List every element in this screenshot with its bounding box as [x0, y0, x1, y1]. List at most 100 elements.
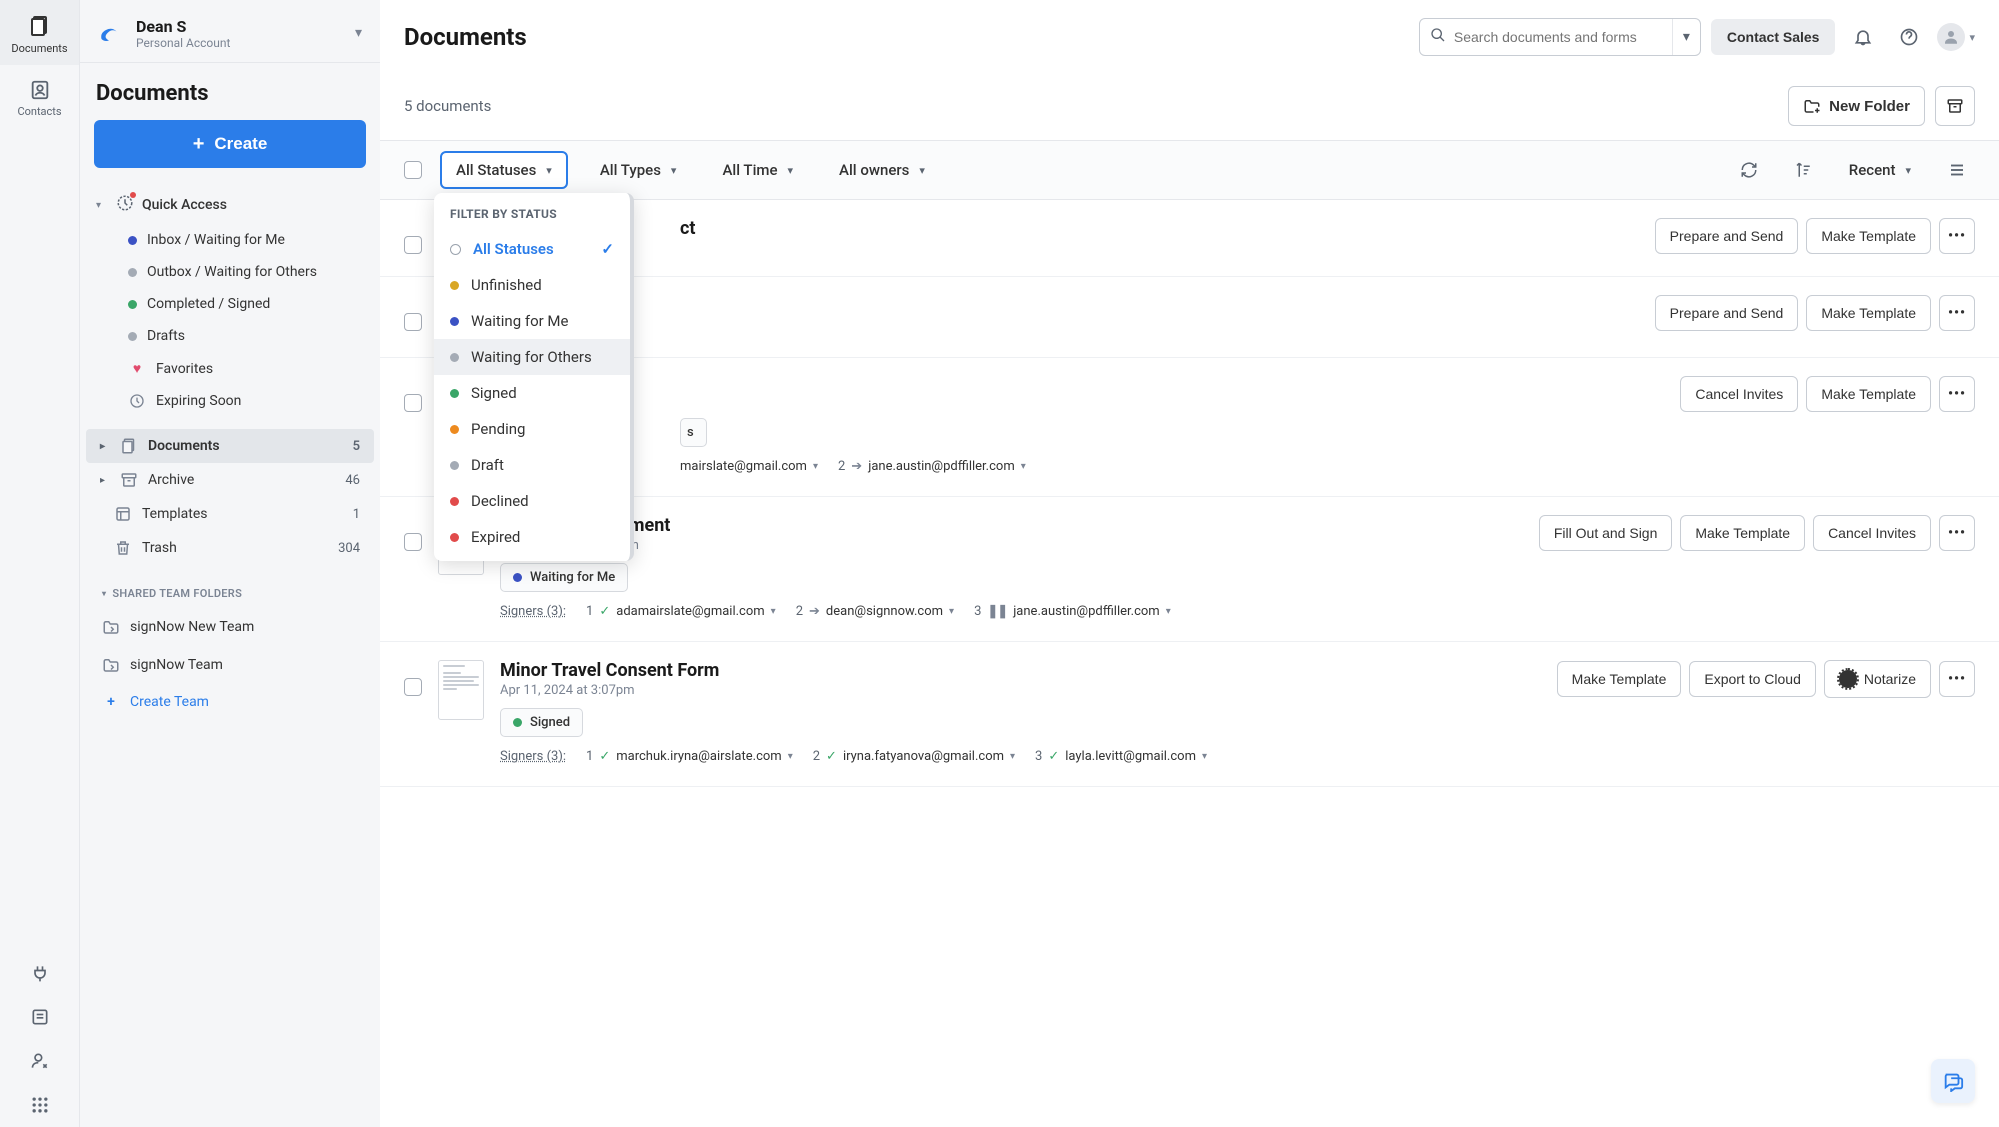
sidebar-item-completed[interactable]: Completed / Signed — [86, 288, 374, 320]
team-folder-1[interactable]: signNow New Team — [80, 608, 380, 646]
signer-item[interactable]: 2✓iryna.fatyanova@gmail.com▾ — [813, 749, 1015, 764]
document-title[interactable]: Minor Travel Consent Form — [500, 660, 1557, 681]
make-template-button[interactable]: Make Template — [1680, 515, 1805, 551]
archive-button[interactable] — [1935, 86, 1975, 126]
status-dot-icon — [450, 317, 459, 326]
tab-contacts[interactable]: Contacts — [0, 65, 79, 128]
sidebar-folder-templates[interactable]: Templates 1 — [86, 497, 374, 531]
filter-types[interactable]: All Types▾ — [586, 153, 691, 187]
status-dot-icon — [128, 236, 137, 245]
account-switcher[interactable]: Dean S Personal Account ▾ — [80, 0, 380, 63]
fill-sign-button[interactable]: Fill Out and Sign — [1539, 515, 1673, 551]
more-actions-button[interactable]: ••• — [1939, 376, 1975, 412]
make-template-button[interactable]: Make Template — [1806, 295, 1931, 331]
new-folder-button[interactable]: New Folder — [1788, 86, 1925, 126]
sort-dropdown[interactable]: Recent▾ — [1839, 153, 1921, 187]
dropdown-item-expired[interactable]: Expired — [434, 519, 630, 555]
document-title[interactable]: Purchase Agreement — [500, 515, 1539, 536]
chevron-down-icon: ▾ — [949, 606, 954, 617]
shared-folders-label[interactable]: ▾SHARED TEAM FOLDERS — [80, 577, 380, 608]
cancel-invites-button[interactable]: Cancel Invites — [1813, 515, 1931, 551]
cancel-invites-button[interactable]: Cancel Invites — [1680, 376, 1798, 412]
dropdown-item-waiting-others[interactable]: Waiting for Others — [434, 339, 630, 375]
filter-time[interactable]: All Time▾ — [708, 153, 807, 187]
document-thumbnail[interactable] — [438, 660, 484, 720]
filter-owners[interactable]: All owners▾ — [825, 153, 939, 187]
signer-item[interactable]: 3❚❚jane.austin@pdffiller.com▾ — [974, 604, 1171, 619]
more-actions-button[interactable]: ••• — [1939, 295, 1975, 331]
signer-item[interactable]: 1✓marchuk.iryna@airslate.com▾ — [586, 749, 793, 764]
team-folder-icon — [102, 656, 120, 674]
user-settings-icon[interactable] — [0, 1039, 79, 1083]
signer-item[interactable]: 2➔jane.austin@pdffiller.com▾ — [838, 459, 1026, 474]
sidebar-folder-documents[interactable]: ▸ Documents 5 — [86, 429, 374, 463]
status-dot-icon — [450, 461, 459, 470]
status-dot-icon — [450, 533, 459, 542]
signer-item[interactable]: mairslate@gmail.com▾ — [680, 459, 818, 474]
dropdown-item-waiting-me[interactable]: Waiting for Me — [434, 303, 630, 339]
quick-access-toggle[interactable]: ▾ Quick Access — [86, 186, 374, 224]
signer-item[interactable]: 3✓layla.levitt@gmail.com▾ — [1035, 749, 1207, 764]
make-template-button[interactable]: Make Template — [1806, 376, 1931, 412]
create-team-button[interactable]: +Create Team — [80, 684, 380, 720]
prepare-send-button[interactable]: Prepare and Send — [1655, 218, 1799, 254]
dropdown-item-all[interactable]: All Statuses✓ — [434, 231, 630, 267]
signer-item[interactable]: 1✓adamairslate@gmail.com▾ — [586, 604, 776, 619]
team-folder-2[interactable]: signNow Team — [80, 646, 380, 684]
dropdown-item-pending[interactable]: Pending — [434, 411, 630, 447]
make-template-button[interactable]: Make Template — [1806, 218, 1931, 254]
signers-label[interactable]: Signers (3): — [500, 749, 566, 764]
select-all-checkbox[interactable] — [404, 161, 422, 179]
help-icon[interactable] — [1891, 19, 1927, 55]
search-input[interactable] — [1454, 29, 1672, 45]
refresh-button[interactable] — [1731, 152, 1767, 188]
row-checkbox[interactable] — [404, 313, 422, 331]
row-checkbox[interactable] — [404, 678, 422, 696]
sidebar-folder-archive[interactable]: ▸ Archive 46 — [86, 463, 374, 497]
more-actions-button[interactable]: ••• — [1939, 218, 1975, 254]
trash-icon — [114, 539, 132, 557]
sidebar: Dean S Personal Account ▾ Documents + Cr… — [80, 0, 380, 1127]
dropdown-item-declined[interactable]: Declined — [434, 483, 630, 519]
sidebar-item-inbox[interactable]: Inbox / Waiting for Me — [86, 224, 374, 256]
sort-direction-button[interactable] — [1785, 152, 1821, 188]
prepare-send-button[interactable]: Prepare and Send — [1655, 295, 1799, 331]
sidebar-folder-trash[interactable]: Trash 304 — [86, 531, 374, 565]
user-menu[interactable]: ▾ — [1937, 23, 1975, 51]
view-toggle-button[interactable] — [1939, 152, 1975, 188]
row-checkbox[interactable] — [404, 236, 422, 254]
signers-row: Signers (3): 1✓adamairslate@gmail.com▾ 2… — [500, 604, 1975, 619]
document-status-chip: s — [680, 418, 707, 447]
row-checkbox[interactable] — [404, 394, 422, 412]
more-actions-button[interactable]: ••• — [1939, 661, 1975, 697]
tab-documents[interactable]: Documents — [0, 0, 79, 65]
search-dropdown-toggle[interactable]: ▾ — [1672, 19, 1700, 55]
notifications-icon[interactable] — [1845, 19, 1881, 55]
sidebar-item-favorites[interactable]: ♥Favorites — [86, 352, 374, 385]
notarize-icon — [1839, 670, 1857, 688]
signers-label[interactable]: Signers (3): — [500, 604, 566, 619]
contact-sales-button[interactable]: Contact Sales — [1711, 19, 1836, 55]
plug-icon[interactable] — [0, 951, 79, 995]
dropdown-item-signed[interactable]: Signed — [434, 375, 630, 411]
document-title[interactable]: ct — [500, 218, 1655, 239]
sidebar-item-drafts[interactable]: Drafts — [86, 320, 374, 352]
dropdown-item-unfinished[interactable]: Unfinished — [434, 267, 630, 303]
dropdown-item-draft[interactable]: Draft — [434, 447, 630, 483]
sidebar-item-expiring[interactable]: Expiring Soon — [86, 385, 374, 417]
export-cloud-button[interactable]: Export to Cloud — [1689, 661, 1816, 697]
create-button[interactable]: + Create — [94, 120, 366, 168]
form-icon[interactable] — [0, 995, 79, 1039]
apps-icon[interactable] — [0, 1083, 79, 1127]
signer-item[interactable]: 2➔dean@signnow.com▾ — [796, 604, 954, 619]
archive-icon — [120, 471, 138, 489]
documents-folder-icon — [120, 437, 138, 455]
more-actions-button[interactable]: ••• — [1939, 515, 1975, 551]
documents-count: 5 documents — [404, 97, 491, 115]
notarize-button[interactable]: Notarize — [1824, 660, 1931, 698]
sidebar-item-outbox[interactable]: Outbox / Waiting for Others — [86, 256, 374, 288]
row-checkbox[interactable] — [404, 533, 422, 551]
chat-fab-button[interactable] — [1931, 1059, 1975, 1103]
filter-statuses[interactable]: All Statuses▾ — [440, 151, 568, 189]
make-template-button[interactable]: Make Template — [1557, 661, 1682, 697]
